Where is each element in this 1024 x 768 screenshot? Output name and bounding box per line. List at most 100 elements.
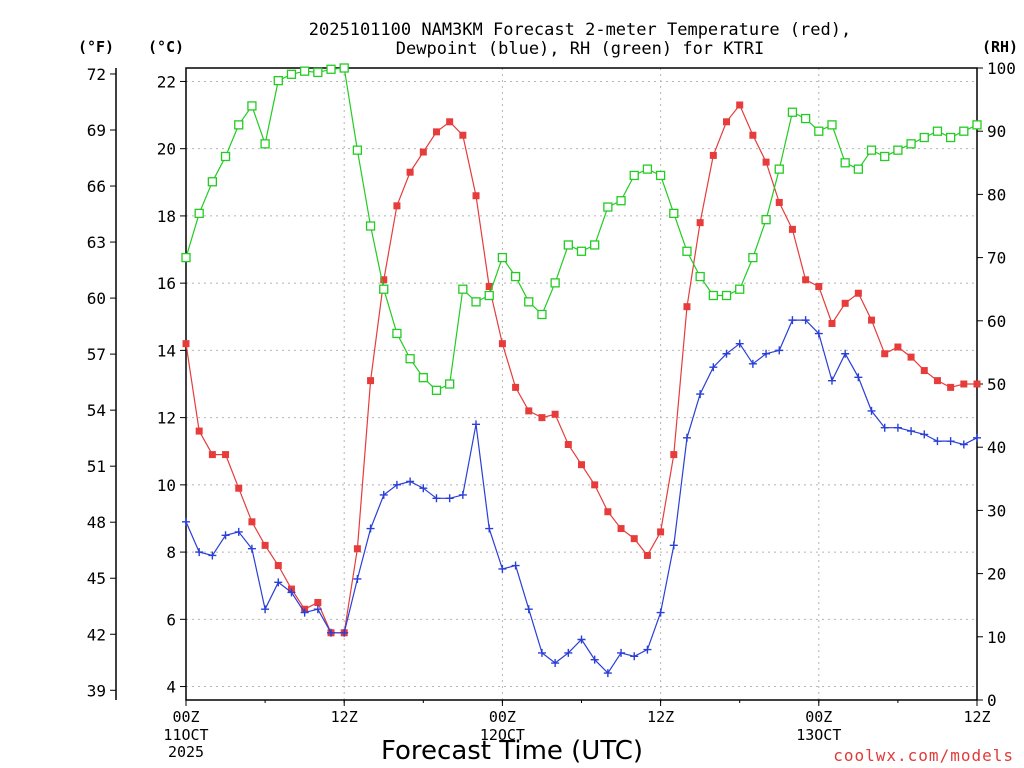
rh-point [497,252,508,263]
celsius-tick-label: 14 [157,341,176,360]
rh-tick-label: 30 [987,501,1006,520]
dewpoint-point [669,541,678,550]
dewpoint-point [656,608,665,617]
dewpoint-point [564,648,573,657]
celsius-tick-label: 8 [166,543,176,562]
dewpoint-point [709,363,718,372]
x-axis-title: Forecast Time (UTC) [381,736,643,766]
celsius-tick-label: 20 [157,140,176,159]
plot-frame [185,67,978,701]
dewpoint-point [208,551,217,560]
temperature-point [723,118,731,126]
dewpoint-point [247,544,256,553]
temperature-point [868,316,876,324]
rh-point [932,126,943,136]
rh-point [207,177,218,187]
dewpoint-point [801,316,810,325]
temperature-point [696,219,704,227]
temperature-point [802,276,810,284]
temperature-point [248,518,256,526]
time-tick-hour: 12Z [647,708,674,726]
dewpoint-point [867,406,876,415]
celsius-tick-label: 6 [166,610,176,629]
dewpoint-point [735,339,744,348]
rh-point [352,145,363,155]
temperature-point [815,283,823,291]
temperature-point [182,340,190,348]
temperature-point [578,461,585,469]
fahrenheit-tick-label: 45 [87,569,106,588]
dewpoint-point [880,423,889,432]
rh-tick-label: 60 [987,312,1006,331]
rh-point [313,67,323,78]
rh-point [800,113,811,124]
rh-point [708,290,718,301]
dewpoint-point [814,329,823,338]
celsius-tick-label: 22 [157,72,176,91]
temperature-point [459,131,467,139]
dewpoint-point [590,655,599,664]
rh-tick-label: 90 [987,122,1006,141]
dewpoint-point [973,433,981,442]
temperature-point [788,225,796,233]
rh-tick-label: 0 [987,691,997,710]
rh-point [392,328,402,339]
time-tick-hour: 12Z [331,708,358,726]
rh-point [880,151,890,162]
temperature-point [736,101,744,109]
dewpoint-point [696,390,705,399]
temperature-point [643,551,651,559]
rh-line [185,67,978,392]
time-tick-hour: 00Z [805,708,832,726]
temperature-point [551,410,559,418]
temperature-point [591,481,599,489]
temperature-point [525,407,533,415]
fahrenheit-tick-label: 42 [87,625,106,644]
time-tick-date: 12OCT [480,726,525,744]
fahrenheit-tick-label: 51 [87,457,106,476]
fahrenheit-tick-label: 54 [87,401,106,420]
dewpoint-point [748,359,757,368]
dewpoint-point [366,524,375,533]
rh-point [906,139,916,149]
temperature-point [274,562,282,570]
rh-point [682,246,692,256]
rh-point [893,145,903,155]
temperature-point [235,484,243,492]
rh-point [919,132,929,143]
temperature-point [604,508,612,516]
rh-tick-label: 20 [987,565,1006,584]
rh-tick-label: 40 [987,438,1006,457]
rh-point [669,208,679,219]
dewpoint-point [221,531,230,540]
rh-point [339,63,349,73]
rh-point [510,271,521,282]
rh-point [761,215,771,225]
rh-point [735,284,745,294]
rh-point [853,164,863,174]
rh-point [945,132,956,143]
rh-point [524,297,534,307]
dewpoint-point [524,605,533,614]
dewpoint-point [537,648,546,657]
temperature-point [709,151,717,159]
rh-point [959,126,969,136]
temperature-point [564,441,572,449]
dewpoint-point [234,527,243,536]
dewpoint-point [458,490,467,499]
rh-point [827,120,837,130]
dewpoint-point [617,648,626,657]
temperature-point [208,451,216,459]
dewpoint-point [274,578,283,587]
rh-point [445,379,455,389]
rh-point [471,297,481,307]
rh-point [365,221,376,231]
rh-point [194,208,204,219]
rh-tick-label: 10 [987,628,1006,647]
celsius-tick-label: 16 [157,274,176,293]
celsius-tick-label: 12 [157,409,176,428]
temperature-point [195,427,203,435]
chart-title-line-1: 2025101100 NAM3KM Forecast 2-meter Tempe… [309,20,851,40]
dewpoint-point [933,437,942,446]
